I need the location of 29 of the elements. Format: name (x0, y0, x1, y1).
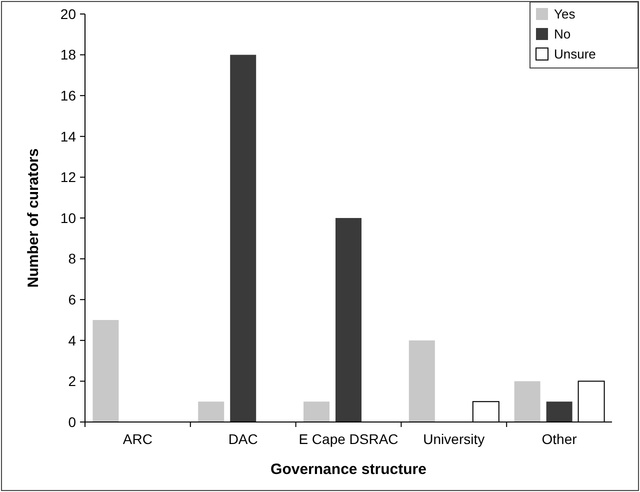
x-tick-label: Other (542, 431, 578, 447)
bar (92, 320, 119, 422)
legend-label: Unsure (554, 46, 596, 62)
y-tick-label: 20 (60, 6, 76, 22)
y-tick-label: 18 (60, 46, 76, 63)
x-tick-label: University (423, 431, 485, 447)
x-tick-label: DAC (228, 431, 258, 447)
x-tick-label: E Cape DSRAC (298, 431, 398, 447)
y-tick-label: 12 (60, 169, 76, 186)
y-tick-label: 16 (60, 88, 76, 104)
legend-label: Yes (554, 6, 576, 22)
y-tick-label: 2 (68, 373, 76, 390)
y-tick-label: 4 (68, 332, 76, 348)
y-tick-label: 14 (60, 128, 76, 144)
bar (546, 402, 572, 422)
bar (408, 340, 435, 422)
legend-label: No (554, 26, 571, 42)
bar (198, 402, 224, 422)
y-tick-label: 10 (60, 210, 76, 226)
y-tick-label: 0 (68, 414, 76, 430)
bar (336, 218, 362, 422)
y-tick-label: 6 (68, 292, 76, 308)
y-tick-label: 8 (68, 250, 76, 267)
bar (230, 54, 256, 422)
x-tick-label: ARC (122, 431, 152, 447)
bar (304, 402, 330, 422)
bar (514, 381, 540, 422)
y-axis-title: Number of curators (25, 148, 42, 288)
x-axis-title: Governance structure (270, 461, 426, 478)
